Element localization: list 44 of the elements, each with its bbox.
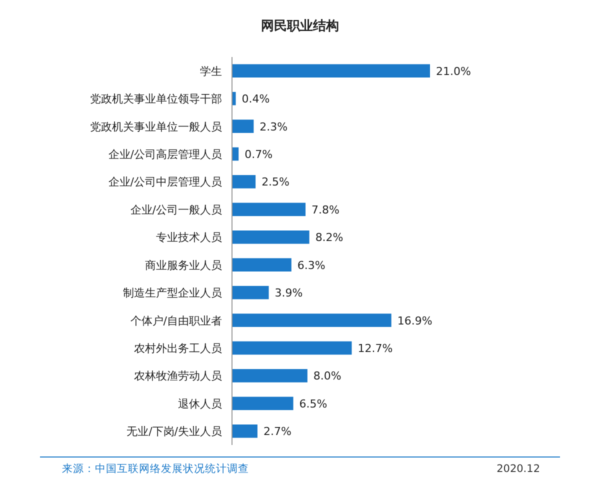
bar <box>232 175 256 188</box>
chart-title: 网民职业结构 <box>261 19 339 34</box>
bar <box>232 314 392 327</box>
y-tick-label: 企业/公司高层管理人员 <box>108 148 222 161</box>
data-label: 2.7% <box>263 425 292 438</box>
bar <box>232 64 430 78</box>
data-label: 7.8% <box>312 203 340 216</box>
y-tick-label: 企业/公司一般人员 <box>130 203 222 216</box>
data-label: 21.0% <box>436 64 471 78</box>
y-tick-label: 学生 <box>200 64 222 78</box>
y-tick-label: 党政机关事业单位一般人员 <box>90 120 222 134</box>
data-label: 6.5% <box>299 397 328 410</box>
bar <box>232 202 306 216</box>
data-label: 0.7% <box>244 148 273 161</box>
data-label: 6.3% <box>297 258 326 272</box>
data-label: 16.9% <box>397 314 432 328</box>
y-tick-label: 党政机关事业单位领导干部 <box>90 92 222 106</box>
data-label: 2.3% <box>260 120 288 134</box>
data-label: 12.7% <box>358 342 393 355</box>
y-tick-label: 商业服务业人员 <box>145 258 222 272</box>
y-tick-label: 制造生产型企业人员 <box>123 286 222 300</box>
y-tick-label: 企业/公司中层管理人员 <box>108 176 222 189</box>
data-label: 8.0% <box>313 370 342 383</box>
bar <box>232 120 254 133</box>
bar <box>232 92 236 106</box>
y-tick-label: 农林牧渔劳动人员 <box>134 370 222 383</box>
y-tick-label: 无业/下岗/失业人员 <box>126 425 222 438</box>
data-label: 0.4% <box>242 92 270 106</box>
data-label: 3.9% <box>274 286 303 300</box>
data-label: 8.2% <box>315 231 344 244</box>
bar <box>232 396 294 410</box>
text: 2020.12 <box>496 463 540 475</box>
bar <box>232 341 352 355</box>
bar <box>232 258 292 272</box>
source-note: 来源：中国互联网络发展状况统计调查 <box>62 462 249 475</box>
y-tick-label: 退休人员 <box>178 397 222 410</box>
bar <box>232 230 310 244</box>
bar <box>232 286 269 300</box>
y-tick-label: 个体户/自由职业者 <box>130 314 222 328</box>
bar <box>232 369 308 382</box>
bar <box>232 424 258 438</box>
y-tick-label: 专业技术人员 <box>156 231 222 244</box>
y-tick-label: 农村外出务工人员 <box>134 342 222 355</box>
data-label: 2.5% <box>262 176 290 189</box>
